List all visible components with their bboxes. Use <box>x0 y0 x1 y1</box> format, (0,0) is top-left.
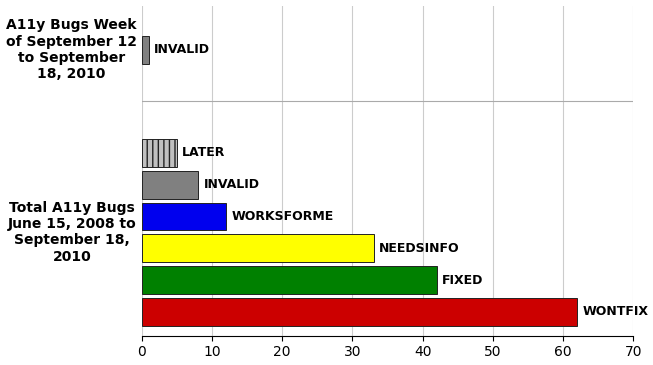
Bar <box>142 298 577 326</box>
Bar <box>142 36 149 64</box>
Bar <box>142 234 374 262</box>
Text: Total A11y Bugs
June 15, 2008 to
September 18,
2010: Total A11y Bugs June 15, 2008 to Septemb… <box>8 201 136 264</box>
Text: INVALID: INVALID <box>204 178 259 191</box>
Text: WONTFIX: WONTFIX <box>583 305 649 318</box>
Text: NEEDSINFO: NEEDSINFO <box>379 242 460 255</box>
Bar <box>142 266 437 294</box>
Text: FIXED: FIXED <box>442 273 484 287</box>
Bar <box>142 139 177 167</box>
Text: A11y Bugs Week
of September 12
to September
18, 2010: A11y Bugs Week of September 12 to Septem… <box>6 18 136 81</box>
Text: INVALID: INVALID <box>154 43 210 56</box>
Bar <box>142 203 226 230</box>
Bar <box>142 171 198 199</box>
Text: WORKSFORME: WORKSFORME <box>232 210 334 223</box>
Text: LATER: LATER <box>182 146 226 160</box>
